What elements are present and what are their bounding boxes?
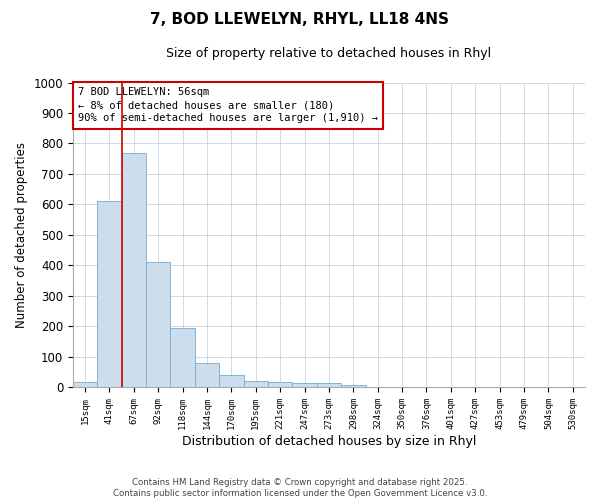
Bar	[317, 384, 341, 387]
Text: 7 BOD LLEWELYN: 56sqm
← 8% of detached houses are smaller (180)
90% of semi-deta: 7 BOD LLEWELYN: 56sqm ← 8% of detached h…	[78, 87, 378, 124]
X-axis label: Distribution of detached houses by size in Rhyl: Distribution of detached houses by size …	[182, 434, 476, 448]
Bar	[268, 382, 292, 387]
Bar	[244, 382, 268, 387]
Title: Size of property relative to detached houses in Rhyl: Size of property relative to detached ho…	[166, 48, 491, 60]
Text: Contains HM Land Registry data © Crown copyright and database right 2025.
Contai: Contains HM Land Registry data © Crown c…	[113, 478, 487, 498]
Bar	[97, 201, 122, 387]
Bar	[195, 363, 219, 387]
Bar	[341, 386, 365, 387]
Y-axis label: Number of detached properties: Number of detached properties	[15, 142, 28, 328]
Text: 7, BOD LLEWELYN, RHYL, LL18 4NS: 7, BOD LLEWELYN, RHYL, LL18 4NS	[151, 12, 449, 28]
Bar	[292, 384, 317, 387]
Bar	[170, 328, 195, 387]
Bar	[73, 382, 97, 387]
Bar	[146, 262, 170, 387]
Bar	[122, 152, 146, 387]
Bar	[219, 376, 244, 387]
